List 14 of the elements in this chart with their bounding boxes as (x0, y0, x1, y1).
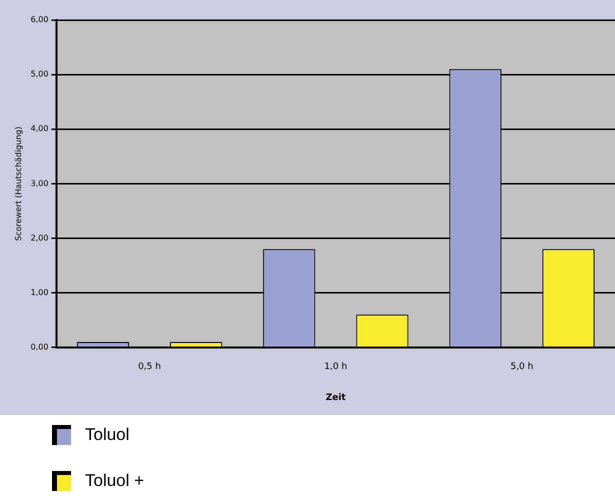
y-tick-label: 0,00 (30, 342, 48, 352)
x-tick-label: 5,0 h (510, 362, 534, 372)
x-tick-label: 1,0 h (324, 362, 348, 372)
y-tick-label: 1,00 (30, 288, 48, 297)
y-tick-label: 3,00 (30, 178, 48, 188)
y-tick-label: 6,00 (30, 15, 48, 24)
y-tick-label: 4,00 (30, 124, 48, 134)
y-tick-label: 2,00 (30, 233, 48, 242)
legend-label: Toluol + (85, 471, 144, 491)
y-tick-label: 5,00 (30, 70, 48, 79)
x-axis-title: Zeit (326, 392, 346, 403)
legend-label: Toluol (85, 425, 130, 445)
y-axis-title: Scorewert (Hautschädigung) (14, 126, 23, 241)
x-tick-label: 0,5 h (138, 362, 161, 372)
